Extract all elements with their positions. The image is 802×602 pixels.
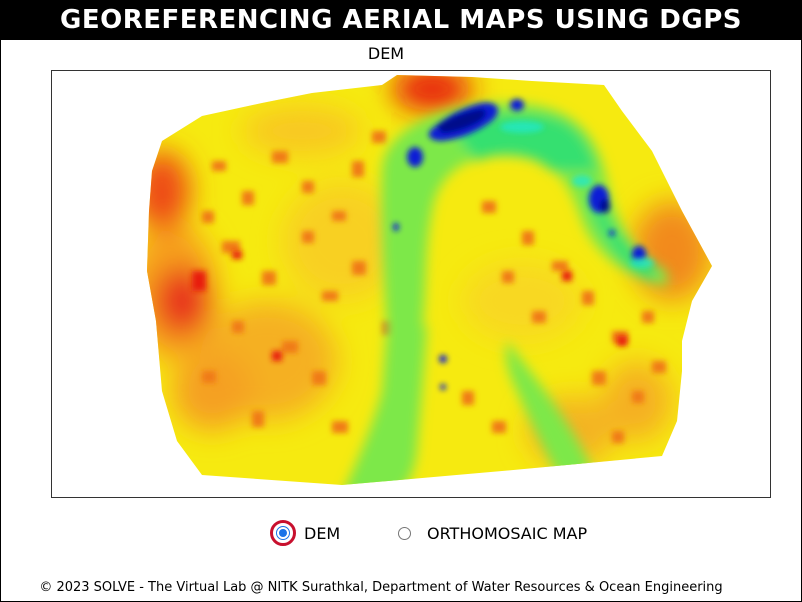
page-title: GEOREFERENCING AERIAL MAPS USING DGPS [0, 0, 802, 40]
view-selector: DEM ORTHOMOSAIC MAP [0, 518, 802, 548]
orthomosaic-option[interactable]: ORTHOMOSAIC MAP [398, 518, 587, 548]
dem-highlight-ring [270, 520, 296, 546]
dem-option[interactable]: DEM [270, 518, 340, 548]
orthomosaic-radio[interactable] [398, 526, 411, 540]
dem-map-panel [51, 70, 771, 498]
footer-copyright: © 2023 SOLVE - The Virtual Lab @ NITK Su… [39, 580, 723, 595]
map-title: DEM [367, 44, 405, 63]
dem-radio[interactable] [276, 526, 290, 540]
dem-map-image [147, 75, 712, 485]
dem-radio-label[interactable]: DEM [304, 523, 341, 543]
orthomosaic-radio-label[interactable]: ORTHOMOSAIC MAP [427, 523, 588, 543]
